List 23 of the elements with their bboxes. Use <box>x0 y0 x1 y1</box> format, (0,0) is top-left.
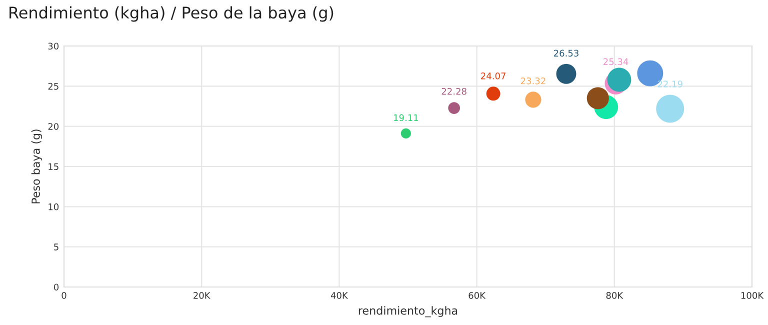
data-label: 26.53 <box>554 50 578 57</box>
data-label: 22.19 <box>658 80 682 88</box>
y-tick-label: 5 <box>54 244 58 250</box>
data-label: 22.28 <box>442 88 466 95</box>
chart-title: Rendimiento (kgha) / Peso de la baya (g) <box>10 6 334 22</box>
y-tick-label: 15 <box>48 163 58 170</box>
data-label: 25.34 <box>604 58 628 66</box>
x-tick-label: 40K <box>330 292 348 299</box>
y-axis-title: Peso baya (g) <box>31 130 42 204</box>
x-axis-title: rendimiento_kgha <box>358 306 458 318</box>
x-tick-label: 20K <box>194 292 210 299</box>
x-tick-label: 60K <box>468 292 486 299</box>
x-tick-label: 100K <box>741 292 764 299</box>
y-tick-label: 30 <box>48 42 59 50</box>
y-tick-label: 0 <box>54 284 59 291</box>
y-tick-label: 20 <box>48 123 59 130</box>
data-label: 19.11 <box>394 114 418 122</box>
y-tick-label: 10 <box>48 203 59 210</box>
y-tick-label: 25 <box>48 82 58 90</box>
data-label: 23.32 <box>520 77 546 84</box>
x-tick-label: 80K <box>606 292 624 299</box>
data-label: 24.07 <box>481 72 506 80</box>
x-tick-label: 0 <box>62 292 66 299</box>
